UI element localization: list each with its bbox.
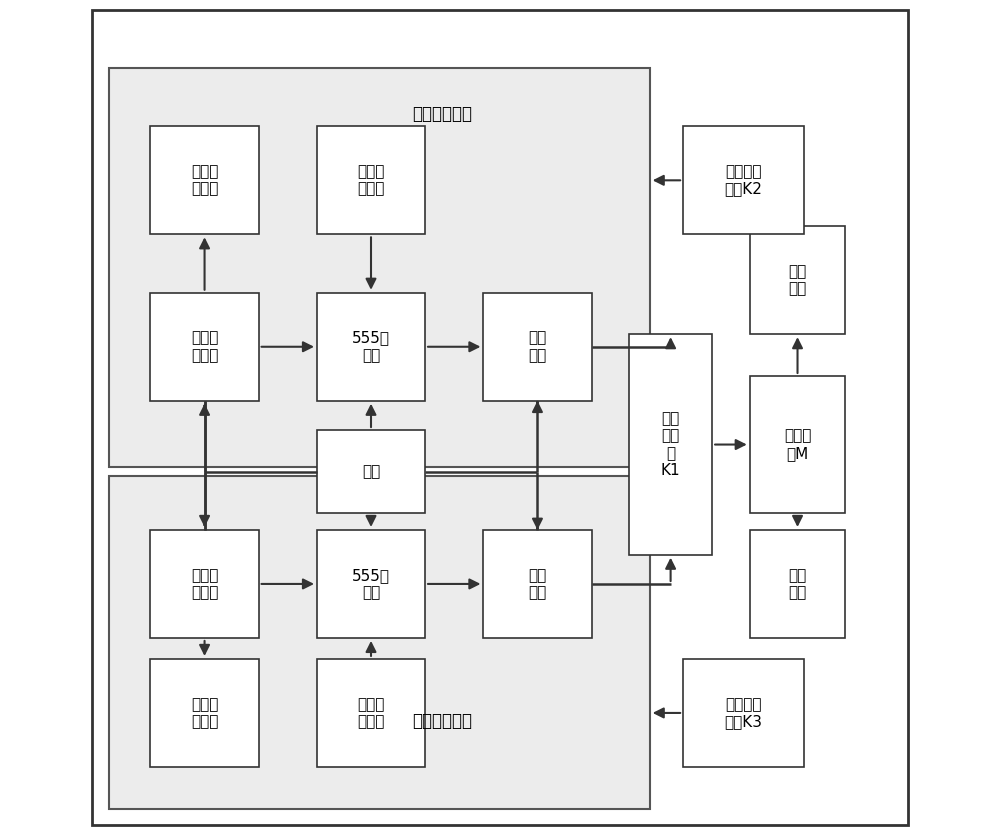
Text: 正转时
间调节: 正转时 间调节 bbox=[357, 164, 385, 196]
Text: 驱动
电路: 驱动 电路 bbox=[528, 331, 547, 363]
FancyBboxPatch shape bbox=[750, 376, 845, 514]
FancyBboxPatch shape bbox=[150, 126, 259, 235]
Text: 正转触发
按键K2: 正转触发 按键K2 bbox=[724, 164, 762, 196]
FancyBboxPatch shape bbox=[683, 659, 804, 767]
Text: 正转限
位指示: 正转限 位指示 bbox=[191, 164, 218, 196]
FancyBboxPatch shape bbox=[483, 292, 592, 401]
Text: 正反
转选
择
K1: 正反 转选 择 K1 bbox=[661, 411, 680, 478]
Text: 反转
指示: 反转 指示 bbox=[788, 568, 807, 600]
Text: 正转
指示: 正转 指示 bbox=[788, 264, 807, 296]
Text: 驱动
电路: 驱动 电路 bbox=[528, 568, 547, 600]
Text: 555定
时器: 555定 时器 bbox=[352, 568, 390, 600]
Text: 直流电
机M: 直流电 机M bbox=[784, 428, 811, 461]
FancyBboxPatch shape bbox=[750, 226, 845, 334]
Text: 反转限
位信号: 反转限 位信号 bbox=[191, 568, 218, 600]
FancyBboxPatch shape bbox=[483, 530, 592, 638]
FancyBboxPatch shape bbox=[150, 292, 259, 401]
FancyBboxPatch shape bbox=[317, 292, 425, 401]
FancyBboxPatch shape bbox=[150, 530, 259, 638]
FancyBboxPatch shape bbox=[109, 476, 650, 808]
FancyBboxPatch shape bbox=[317, 659, 425, 767]
Text: 电源: 电源 bbox=[362, 464, 380, 479]
Text: 正转限
位信号: 正转限 位信号 bbox=[191, 331, 218, 363]
FancyBboxPatch shape bbox=[109, 68, 650, 468]
FancyBboxPatch shape bbox=[317, 430, 425, 514]
Text: 反转限
位指示: 反转限 位指示 bbox=[191, 696, 218, 729]
FancyBboxPatch shape bbox=[317, 530, 425, 638]
Text: 正转控制电路: 正转控制电路 bbox=[412, 104, 472, 123]
Text: 反转触发
按键K3: 反转触发 按键K3 bbox=[724, 696, 762, 729]
FancyBboxPatch shape bbox=[683, 126, 804, 235]
FancyBboxPatch shape bbox=[629, 334, 712, 554]
Text: 555定
时器: 555定 时器 bbox=[352, 331, 390, 363]
FancyBboxPatch shape bbox=[317, 126, 425, 235]
Text: 反转控制电路: 反转控制电路 bbox=[412, 712, 472, 731]
FancyBboxPatch shape bbox=[150, 659, 259, 767]
FancyBboxPatch shape bbox=[750, 530, 845, 638]
Text: 反转时
间调节: 反转时 间调节 bbox=[357, 696, 385, 729]
